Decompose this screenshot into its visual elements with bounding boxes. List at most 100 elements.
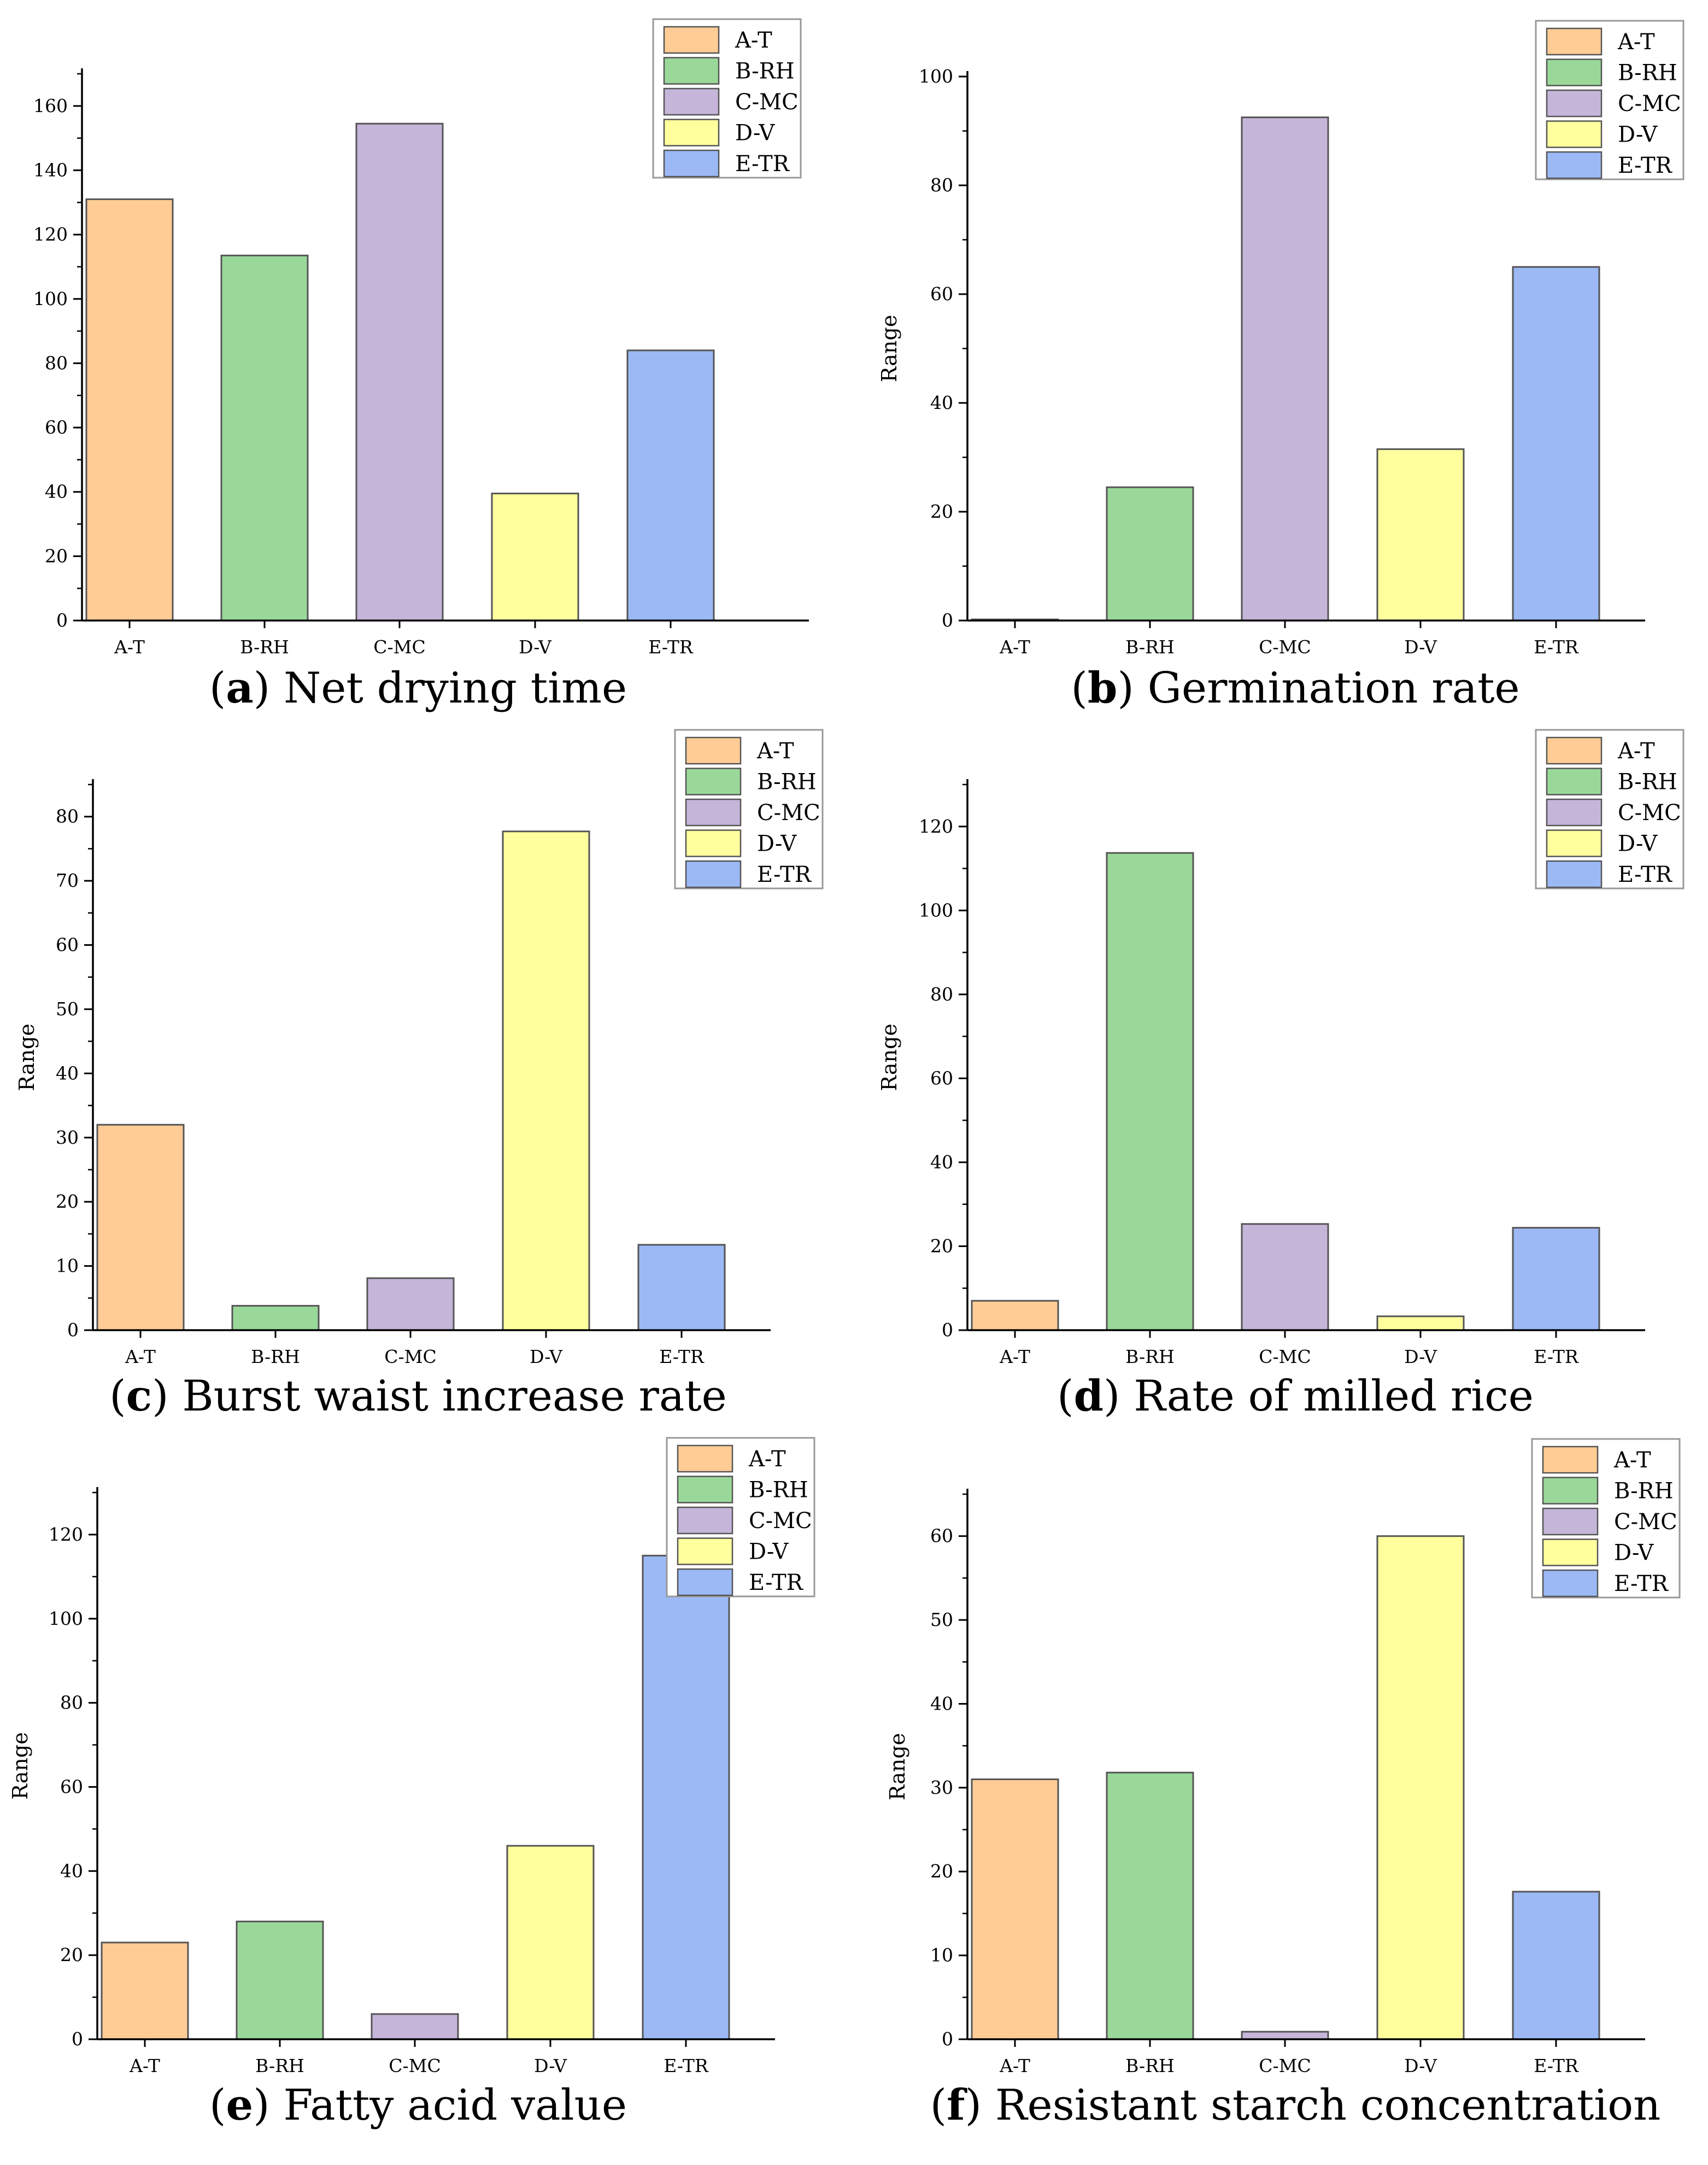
legend-swatch-E-TR [663, 149, 720, 178]
legend-swatch-E-TR [1546, 151, 1603, 179]
y-axis-label: Range [885, 1733, 909, 1800]
caption-letter: d [1073, 1371, 1104, 1421]
caption-open-paren: ( [109, 1372, 126, 1421]
legend-label-E-TR: E-TR [735, 151, 790, 177]
y-tick-label: 60 [930, 283, 953, 305]
chart-panel-e: 0 20 40 60 80 100 120 A-T B-RH C-MC D-V E-TR Range A-… [8, 1437, 815, 2130]
x-tick-label: B-RH [251, 1346, 300, 1367]
bar-D-V [491, 493, 579, 622]
y-tick-label: 20 [930, 501, 953, 522]
legend-swatch-D-V [1542, 1538, 1599, 1566]
chart-panel-a: 0 20 40 60 80 100 120 140 160 A-T B-RH C-MC D-V E-TR A… [33, 18, 809, 713]
legend-label-D-V: D-V [735, 121, 775, 146]
legend-swatch-B-RH [1546, 768, 1603, 795]
y-tick-label: 40 [930, 392, 953, 413]
x-tick-label: A-T [114, 636, 145, 658]
y-tick-label: 40 [60, 1860, 83, 1881]
x-tick-label: D-V [534, 2055, 567, 2076]
bar-A-T [971, 1300, 1059, 1331]
legend-swatch-D-V [663, 119, 720, 147]
x-tick-label: C-MC [384, 1346, 436, 1367]
caption-text: Burst waist increase rate [182, 1372, 726, 1421]
legend-swatch-B-RH [1546, 58, 1603, 86]
y-tick-label: 100 [33, 288, 68, 309]
y-tick-label: 10 [56, 1255, 79, 1277]
y-tick-label: 20 [60, 1944, 83, 1965]
legend-label-D-V: D-V [1614, 1541, 1654, 1566]
caption-letter: e [226, 2080, 253, 2130]
x-tick-label: D-V [530, 1346, 563, 1367]
x-tick-label: A-T [999, 1346, 1030, 1367]
bar-B-RH [231, 1304, 320, 1331]
bar-E-TR [1512, 1227, 1600, 1331]
legend-label-E-TR: E-TR [1618, 153, 1673, 178]
legend-swatch-C-MC [1546, 798, 1603, 827]
chart-panel-f: 0 10 20 30 40 50 60 A-T B-RH C-MC D-V E-TR Range A-T B… [885, 1438, 1681, 2130]
y-tick-label: 70 [56, 870, 79, 891]
y-tick-label: 80 [56, 806, 79, 827]
y-tick-label: 80 [930, 984, 953, 1005]
bar-E-TR [642, 1554, 730, 2040]
x-tick-label: B-RH [1125, 2055, 1175, 2076]
legend-label-B-RH: B-RH [735, 59, 795, 84]
bar-B-RH [1106, 852, 1194, 1331]
y-tick-label: 100 [919, 899, 953, 921]
caption-open-paren: ( [209, 2081, 226, 2130]
legend-label-B-RH: B-RH [757, 770, 817, 795]
y-tick-label: 60 [60, 1776, 83, 1797]
bar-B-RH [236, 1921, 324, 2040]
panel-caption: (c) Burst waist increase rate [109, 1371, 727, 1421]
legend-label-C-MC: C-MC [749, 1508, 812, 1534]
caption-close-paren: ) [1104, 1372, 1134, 1421]
legend-swatch-A-T [677, 1444, 733, 1473]
x-tick-label: A-T [999, 636, 1030, 658]
y-axis-label: Range [8, 1732, 32, 1799]
y-tick-label: 60 [930, 1525, 953, 1547]
x-tick-label: B-RH [240, 636, 289, 658]
legend-label-B-RH: B-RH [749, 1478, 808, 1503]
y-tick-label: 40 [930, 1151, 953, 1173]
legend-swatch-C-MC [1542, 1507, 1599, 1536]
bar-A-T [96, 1124, 185, 1331]
y-tick-label: 40 [56, 1062, 79, 1084]
bar-D-V [1376, 448, 1465, 622]
y-tick-label: 40 [45, 481, 68, 502]
legend-label-E-TR: E-TR [749, 1570, 804, 1595]
bar-A-T [101, 1941, 189, 2040]
legend-swatch-A-T [685, 736, 742, 765]
legend-label-C-MC: C-MC [1618, 800, 1681, 826]
legend-label-D-V: D-V [749, 1540, 789, 1565]
caption-close-paren: ) [1117, 664, 1147, 713]
y-tick-label: 0 [72, 2028, 83, 2050]
y-tick-label: 100 [49, 1608, 83, 1629]
x-tick-label: C-MC [1259, 1346, 1311, 1367]
y-tick-label: 60 [45, 417, 68, 438]
panel-caption: (b) Germination rate [1071, 663, 1519, 713]
caption-text: Net drying time [284, 664, 627, 713]
legend-swatch-E-TR [1546, 860, 1603, 888]
legend-swatch-E-TR [685, 860, 742, 888]
y-tick-label: 30 [56, 1127, 79, 1148]
legend-swatch-C-MC [1546, 89, 1603, 118]
caption-close-paren: ) [254, 664, 284, 713]
bar-A-T [85, 198, 174, 622]
caption-text: Germination rate [1148, 664, 1520, 713]
caption-open-paren: ( [930, 2081, 947, 2130]
y-tick-label: 80 [930, 174, 953, 196]
y-tick-label: 100 [919, 66, 953, 87]
panel-caption: (f) Resistant starch concentration [930, 2080, 1661, 2130]
x-tick-label: E-TR [648, 636, 694, 658]
legend-label-A-T: A-T [1617, 30, 1655, 55]
legend-label-C-MC: C-MC [1614, 1509, 1677, 1535]
legend-swatch-E-TR [677, 1568, 733, 1596]
y-tick-label: 0 [942, 1319, 953, 1341]
legend-label-A-T: A-T [756, 739, 794, 764]
y-tick-label: 80 [45, 352, 68, 373]
caption-letter: c [126, 1371, 152, 1421]
y-tick-label: 10 [930, 1945, 953, 1966]
chart-panel-d: 0 20 40 60 80 100 120 A-T B-RH C-MC D-V E-TR Range A-… [877, 729, 1684, 1421]
bar-D-V [502, 830, 590, 1331]
legend-swatch-C-MC [677, 1506, 733, 1535]
panel-caption: (a) Net drying time [209, 663, 627, 713]
